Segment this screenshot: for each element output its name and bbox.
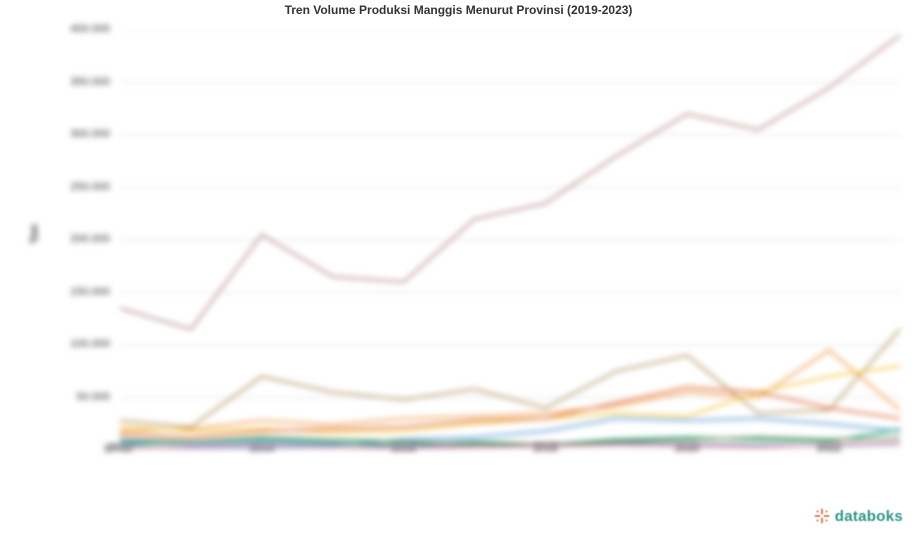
y-tick-label: 100.000 [50,338,110,350]
series-line [120,329,900,427]
y-tick-label: 200.000 [50,233,110,245]
chart-container: Tren Volume Produksi Manggis Menurut Pro… [0,0,917,547]
y-tick-label: 400.000 [50,23,110,35]
y-tick-label: 300.000 [50,128,110,140]
plot-svg [120,30,900,450]
y-tick-label: 350.000 [50,76,110,88]
databoks-icon [813,507,831,525]
plot-area [120,30,900,450]
y-tick-label: 50.000 [50,391,110,403]
y-axis-label: Ton [29,224,41,243]
y-tick-label: 150.000 [50,286,110,298]
watermark: databoks [813,507,903,525]
watermark-text: databoks [835,508,903,525]
y-tick-label: 250.000 [50,181,110,193]
series-line [120,35,900,329]
chart-title: Tren Volume Produksi Manggis Menurut Pro… [0,3,917,17]
